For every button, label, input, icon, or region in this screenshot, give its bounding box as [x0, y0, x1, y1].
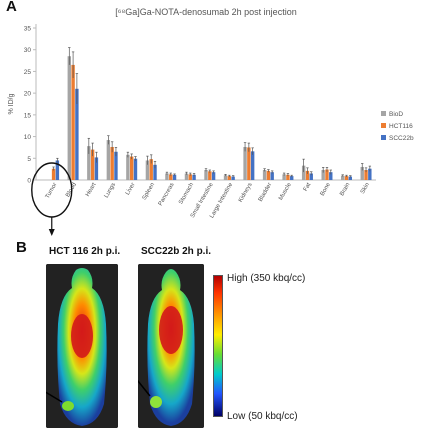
bar — [282, 174, 286, 180]
panel-b-letter: B — [16, 239, 27, 256]
bar — [290, 176, 294, 180]
bar — [169, 174, 173, 180]
bar — [184, 173, 189, 180]
bar — [204, 170, 208, 180]
intensity-colorbar — [213, 275, 223, 417]
bar — [266, 170, 271, 180]
scc22b-image-title: SCC22b 2h p.i. — [141, 246, 212, 257]
bar — [243, 146, 247, 180]
bar — [126, 154, 130, 180]
bar — [145, 160, 150, 180]
bar — [305, 170, 310, 180]
legend-label: SCC22b — [389, 135, 414, 142]
biodistribution-bar-chart: [⁶⁸Ga]Ga-NOTA-denosumab 2h post injectio… — [8, 7, 414, 236]
x-tick-label: Lungs — [104, 182, 117, 199]
bar — [329, 172, 333, 180]
bar — [368, 168, 372, 180]
y-tick-label: 10 — [24, 134, 32, 141]
legend-swatch — [381, 123, 386, 128]
bar — [149, 159, 153, 180]
y-tick-label: 30 — [24, 47, 32, 54]
bar — [286, 174, 290, 180]
y-tick-label: 25 — [24, 69, 32, 76]
legend-swatch — [381, 135, 386, 140]
bar — [51, 168, 56, 180]
bar — [262, 170, 267, 180]
y-tick-label: 5 — [27, 156, 31, 163]
bar — [227, 176, 232, 180]
bar — [71, 64, 75, 180]
bar — [348, 176, 353, 180]
chart-title: [⁶⁸Ga]Ga-NOTA-denosumab 2h post injectio… — [115, 7, 296, 17]
y-axis-label: % ID/g — [8, 93, 15, 114]
bar — [270, 172, 274, 180]
bar — [90, 149, 95, 180]
bar — [325, 169, 329, 180]
legend-label: BioD — [389, 111, 403, 118]
bar — [223, 175, 228, 180]
bar — [165, 173, 169, 180]
colorbar-high-label: High (350 kbq/cc) — [227, 273, 306, 284]
bar — [87, 146, 91, 180]
bar — [231, 176, 235, 180]
y-tick-label: 15 — [24, 112, 32, 119]
x-tick-label: Liver — [125, 182, 137, 196]
bar — [129, 156, 134, 180]
bar — [364, 170, 368, 180]
bar — [67, 56, 71, 180]
bar — [301, 165, 306, 180]
highlight-arrow-head — [48, 229, 55, 236]
bar — [75, 88, 79, 180]
x-tick-label: Stomach — [178, 182, 195, 206]
bar — [360, 166, 364, 180]
colorbar-low-label: Low (50 kbq/cc) — [227, 411, 298, 422]
bar — [321, 170, 325, 180]
bar — [114, 151, 118, 180]
x-tick-label: Bladder — [258, 182, 274, 203]
x-tick-label: Fat — [303, 182, 313, 193]
bar — [208, 171, 212, 180]
bar — [341, 175, 345, 180]
bar — [172, 174, 177, 180]
hct116-image-title: HCT 116 2h p.i. — [49, 246, 121, 257]
legend-swatch — [381, 111, 386, 116]
scc22b-pet-ct-image — [138, 264, 204, 428]
x-tick-label: Muscle — [278, 181, 293, 201]
x-tick-label: Skin — [360, 182, 371, 195]
y-tick-label: 20 — [24, 91, 32, 98]
bar — [94, 157, 99, 180]
x-tick-label: Brain — [339, 182, 351, 197]
bar — [309, 173, 313, 180]
x-tick-label: Heart — [85, 182, 98, 198]
bar — [110, 146, 114, 180]
bar — [211, 172, 216, 180]
panel-a-letter: A — [6, 0, 17, 15]
y-tick-label: 0 — [27, 178, 31, 185]
bar — [153, 164, 157, 180]
bar — [192, 174, 196, 180]
bar — [133, 158, 138, 180]
x-tick-label: Pancreas — [158, 182, 176, 207]
bar — [344, 176, 349, 180]
bar — [106, 140, 111, 180]
y-tick-label: 35 — [24, 26, 32, 33]
bar — [250, 151, 255, 180]
x-tick-label: Bone — [320, 181, 333, 197]
x-tick-label: Spleen — [142, 182, 157, 201]
bar — [55, 160, 60, 180]
hct116-pet-ct-image — [46, 264, 118, 428]
x-tick-label: Tumor — [45, 182, 59, 200]
bar — [247, 147, 251, 180]
x-tick-label: Kidneys — [238, 182, 254, 203]
legend-label: HCT116 — [389, 123, 413, 130]
bar — [188, 174, 192, 180]
